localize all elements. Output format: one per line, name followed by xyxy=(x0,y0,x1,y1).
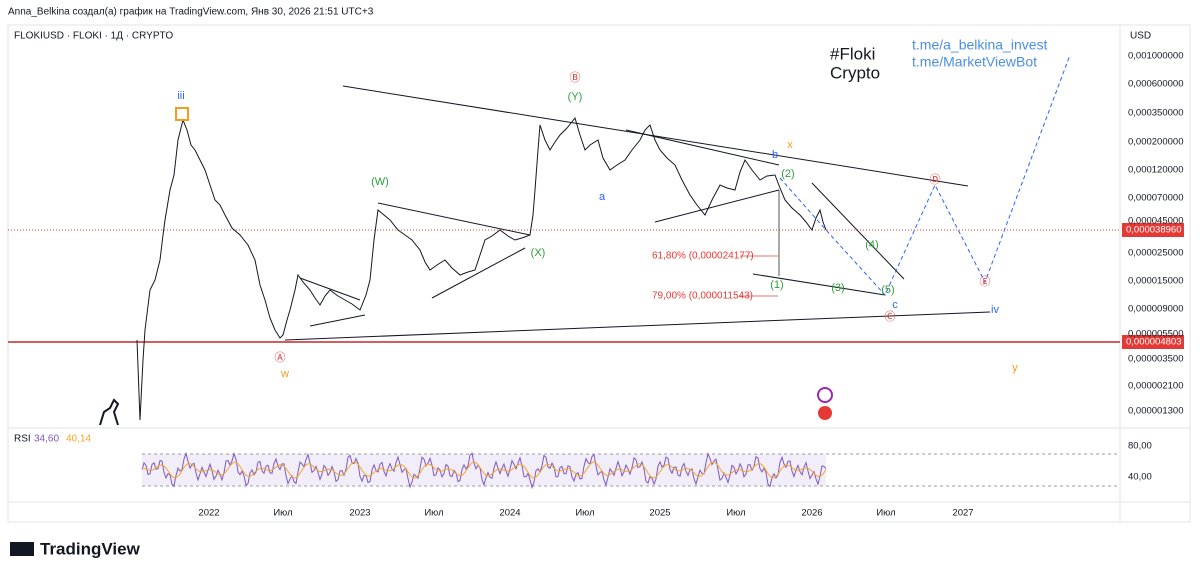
price-tick: 0,000002100 xyxy=(1128,381,1183,392)
time-tick: Июл xyxy=(273,508,292,519)
wave-label: Ⓔ xyxy=(980,275,991,288)
price-tick: 0,000600000 xyxy=(1128,79,1183,90)
wave-label: iii xyxy=(177,90,184,102)
wave-label: iv xyxy=(991,304,999,316)
price-tick: 0,000025000 xyxy=(1128,248,1183,259)
price-tag xyxy=(1122,335,1184,349)
wave-label: (Y) xyxy=(568,91,583,103)
frame xyxy=(7,24,1191,523)
wave-label: Ⓐ xyxy=(275,351,286,364)
fib-label: 61,80% (0,000024177) xyxy=(652,251,754,262)
wave-label: (4) xyxy=(865,239,878,251)
time-tick: 2024 xyxy=(499,508,520,519)
top-marker xyxy=(175,107,189,121)
rsi-band xyxy=(142,454,826,486)
fib-lines xyxy=(740,255,778,297)
price-tick: 0,000005500 xyxy=(1128,329,1183,340)
price-tick: 0,000009000 xyxy=(1128,304,1183,315)
price-tick: 0,000045000 xyxy=(1128,216,1183,227)
wave-label: (X) xyxy=(531,247,546,259)
fib-label: 79,00% (0,000011543) xyxy=(652,291,753,302)
wave-label: y xyxy=(1012,362,1018,374)
time-tick: Июл xyxy=(876,508,895,519)
time-tick: 2026 xyxy=(801,508,822,519)
symbol: FLOKIUSD · FLOKI · 1Д · CRYPTO xyxy=(14,31,173,42)
hashtag: #Floki xyxy=(830,44,875,63)
logo: TradingView xyxy=(40,539,141,558)
logo-mark xyxy=(10,542,34,556)
price-tick: 0,000070000 xyxy=(1128,193,1183,204)
price-unit: USD xyxy=(1130,31,1151,42)
dino-icon xyxy=(99,398,120,426)
price-tag-label: 0,000004803 xyxy=(1126,337,1181,348)
price-tick: 0,000200000 xyxy=(1128,137,1183,148)
link[interactable]: t.me/a_belkina_invest xyxy=(912,37,1048,53)
wave-label: (2) xyxy=(781,168,794,180)
price-tick: 0,000350000 xyxy=(1128,108,1183,119)
header: Anna_Belkina создал(а) график на Trading… xyxy=(8,6,374,18)
wave-label: w xyxy=(280,368,289,380)
time-tick: 2023 xyxy=(349,508,370,519)
wave-label: c xyxy=(892,299,898,311)
wave-label: (3) xyxy=(831,282,844,294)
wave-label: (W) xyxy=(371,176,389,188)
price-line xyxy=(136,116,827,421)
time-tick: Июл xyxy=(424,508,443,519)
time-tick: 2027 xyxy=(952,508,973,519)
price-tag xyxy=(1122,223,1184,237)
wave-label: Ⓑ xyxy=(570,71,581,84)
rsi-ma-line xyxy=(141,461,827,479)
price-tick: 0,000003500 xyxy=(1128,354,1183,365)
projection xyxy=(779,54,1071,296)
wave-label: Ⓓ xyxy=(930,173,941,186)
hashtag: Crypto xyxy=(830,63,880,82)
trend-lines xyxy=(284,85,991,341)
price-tick: 0,001000000 xyxy=(1128,51,1183,62)
wave-label: b xyxy=(772,149,778,161)
wave-label: (5) xyxy=(881,284,894,296)
time-tick: 2022 xyxy=(198,508,219,519)
event-icon[interactable] xyxy=(817,387,833,403)
time-tick: Июл xyxy=(726,508,745,519)
wave-label: (1) xyxy=(770,279,783,291)
time-tick: 2025 xyxy=(649,508,670,519)
event-icon[interactable] xyxy=(818,406,832,420)
wave-label: Ⓒ xyxy=(885,310,896,323)
wave-label: a xyxy=(599,191,606,203)
price-tick: 0,000015000 xyxy=(1128,276,1183,287)
wave-label: x xyxy=(787,139,793,151)
rsi-label: RSI xyxy=(14,434,31,445)
rsi-tick: 40,00 xyxy=(1128,472,1152,483)
time-tick: Июл xyxy=(575,508,594,519)
price-tag-label: 0,000038960 xyxy=(1126,225,1181,236)
link[interactable]: t.me/MarketViewBot xyxy=(912,54,1037,70)
rsi-value: 40,14 xyxy=(66,434,91,445)
rsi-tick: 80,00 xyxy=(1128,441,1152,452)
rsi-value: 34,60 xyxy=(34,434,59,445)
price-tick: 0,000120000 xyxy=(1128,165,1183,176)
price-tick: 0,000001300 xyxy=(1128,406,1183,417)
rsi-line xyxy=(141,451,827,490)
